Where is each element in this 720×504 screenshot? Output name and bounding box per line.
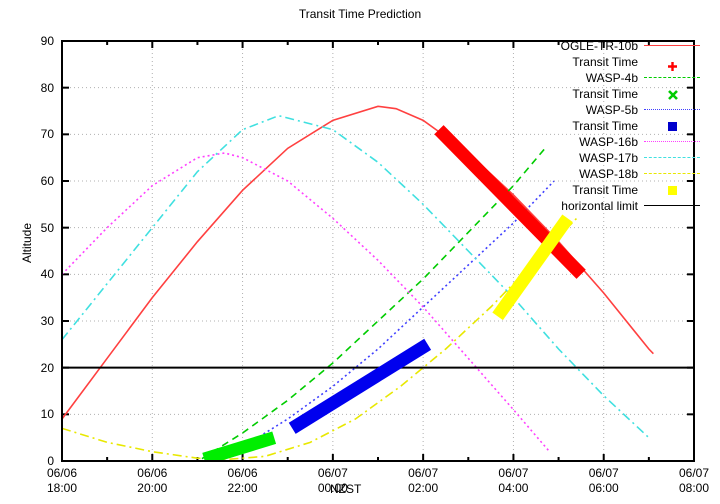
legend-line-swatch: [644, 141, 700, 142]
y-tick-label: 60: [40, 174, 54, 188]
legend-entry: WASP-17b: [470, 150, 700, 166]
legend-line-swatch: [644, 77, 700, 78]
legend-label: OGLE-TR-10b: [560, 39, 638, 53]
series-line: [62, 217, 578, 461]
legend-line-swatch: [644, 45, 700, 46]
x-tick-label: 06/07 02:00: [408, 466, 439, 495]
legend-key: [644, 86, 700, 102]
plot-border: [61, 40, 695, 462]
y-tick-label: 80: [40, 80, 54, 95]
legend-entry: Transit Time: [470, 86, 700, 102]
series-line: [62, 152, 551, 453]
series-line: [201, 147, 546, 460]
legend-line-swatch: [644, 157, 700, 158]
legend-entry: WASP-4b: [470, 70, 700, 86]
transit-segment: [492, 214, 573, 321]
y-tick-label: 10: [40, 407, 54, 422]
legend-entry: OGLE-TR-10b: [470, 38, 700, 54]
x-axis-label: NZST: [330, 482, 362, 496]
x-tick-label: 06/07 06:00: [588, 466, 619, 495]
legend-plus-marker: [668, 58, 677, 71]
y-tick-label: 20: [40, 360, 54, 375]
legend-label: Transit Time: [572, 87, 638, 101]
x-tick-label: 06/07 08:00: [678, 466, 710, 495]
legend-key: [644, 102, 700, 118]
x-tick-label: 06/07 00:00: [317, 466, 348, 495]
legend-entry: Transit Time: [470, 54, 700, 71]
x-tick-label: 06/06 20:00: [137, 466, 168, 495]
chart-legend: OGLE-TR-10b Transit Time WASP-4b Transit Ti…: [470, 38, 700, 214]
legend-key: [644, 166, 700, 182]
legend-key: [644, 70, 700, 86]
legend-entry: Transit Time: [470, 118, 700, 134]
x-tick-label: 06/06 18:00: [46, 466, 78, 495]
legend-label: WASP-16b: [579, 135, 638, 149]
y-tick-label: 90: [40, 34, 54, 48]
legend-key: [644, 150, 700, 166]
legend-line-swatch: [644, 205, 700, 206]
legend-key: [644, 198, 700, 214]
y-tick-label: 70: [40, 127, 54, 142]
transit-time-segments: [202, 125, 586, 461]
legend-square-marker: [668, 186, 677, 195]
legend-label: WASP-4b: [585, 71, 638, 85]
transit-segment: [434, 125, 586, 279]
chart-title: Transit Time Prediction: [298, 7, 422, 21]
legend-label: horizontal limit: [561, 199, 638, 213]
legend-square-marker: [668, 122, 677, 131]
legend-key: [644, 118, 700, 134]
legend-entry: WASP-16b: [470, 134, 700, 150]
transit-segment: [288, 338, 432, 434]
y-tick-label: 50: [40, 220, 54, 235]
series-line: [62, 114, 650, 439]
y-tick-label: 40: [40, 267, 54, 282]
legend-line-swatch: [644, 109, 700, 110]
transit-segment: [202, 431, 277, 461]
series-line: [219, 180, 555, 460]
legend-label: WASP-18b: [579, 167, 638, 181]
legend-entry: horizontal limit: [470, 198, 700, 214]
legend-key: [644, 54, 700, 71]
legend-label: WASP-17b: [579, 151, 638, 165]
legend-line-swatch: [644, 173, 700, 174]
y-tick-label: 0: [47, 454, 54, 468]
y-tick-label: 30: [40, 314, 54, 328]
legend-label: Transit Time: [572, 119, 638, 133]
legend-entry: WASP-5b: [470, 102, 700, 118]
legend-cross-marker: [668, 90, 678, 100]
legend-label: WASP-5b: [585, 103, 638, 117]
legend-label: Transit Time: [572, 183, 638, 197]
legend-entry: WASP-18b: [470, 166, 700, 182]
x-tick-label: 06/07 04:00: [498, 466, 529, 495]
legend-key: [644, 38, 700, 54]
legend-key: [644, 182, 700, 198]
legend-label: Transit Time: [572, 55, 638, 69]
legend-key: [644, 134, 700, 150]
x-tick-label: 06/06 22:00: [227, 466, 258, 495]
legend-entry: Transit Time: [470, 182, 700, 198]
